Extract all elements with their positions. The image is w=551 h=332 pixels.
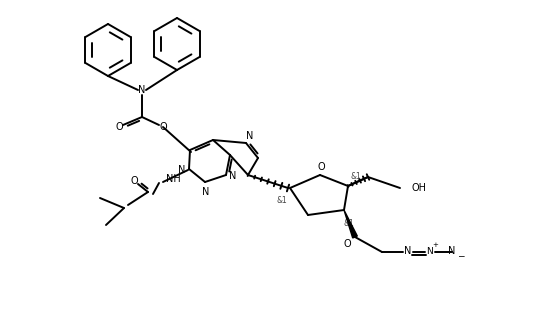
Text: N: N: [246, 131, 253, 141]
Text: N: N: [138, 85, 145, 95]
Text: N: N: [404, 246, 412, 256]
Text: &1: &1: [344, 219, 354, 228]
Text: O: O: [115, 122, 123, 132]
Text: N: N: [202, 187, 210, 197]
Text: O: O: [317, 162, 325, 172]
Text: O: O: [343, 239, 351, 249]
Text: &1: &1: [277, 196, 288, 205]
Text: +: +: [432, 242, 438, 248]
Text: O: O: [159, 122, 167, 132]
Text: N: N: [179, 165, 186, 175]
Text: O: O: [130, 176, 138, 186]
Text: &1: &1: [350, 172, 361, 181]
Text: OH: OH: [412, 183, 427, 193]
Text: N: N: [229, 171, 237, 181]
Polygon shape: [344, 210, 357, 238]
Text: N: N: [449, 246, 456, 256]
Text: NH: NH: [166, 174, 180, 184]
Text: N: N: [426, 246, 434, 256]
Text: −: −: [457, 252, 464, 261]
